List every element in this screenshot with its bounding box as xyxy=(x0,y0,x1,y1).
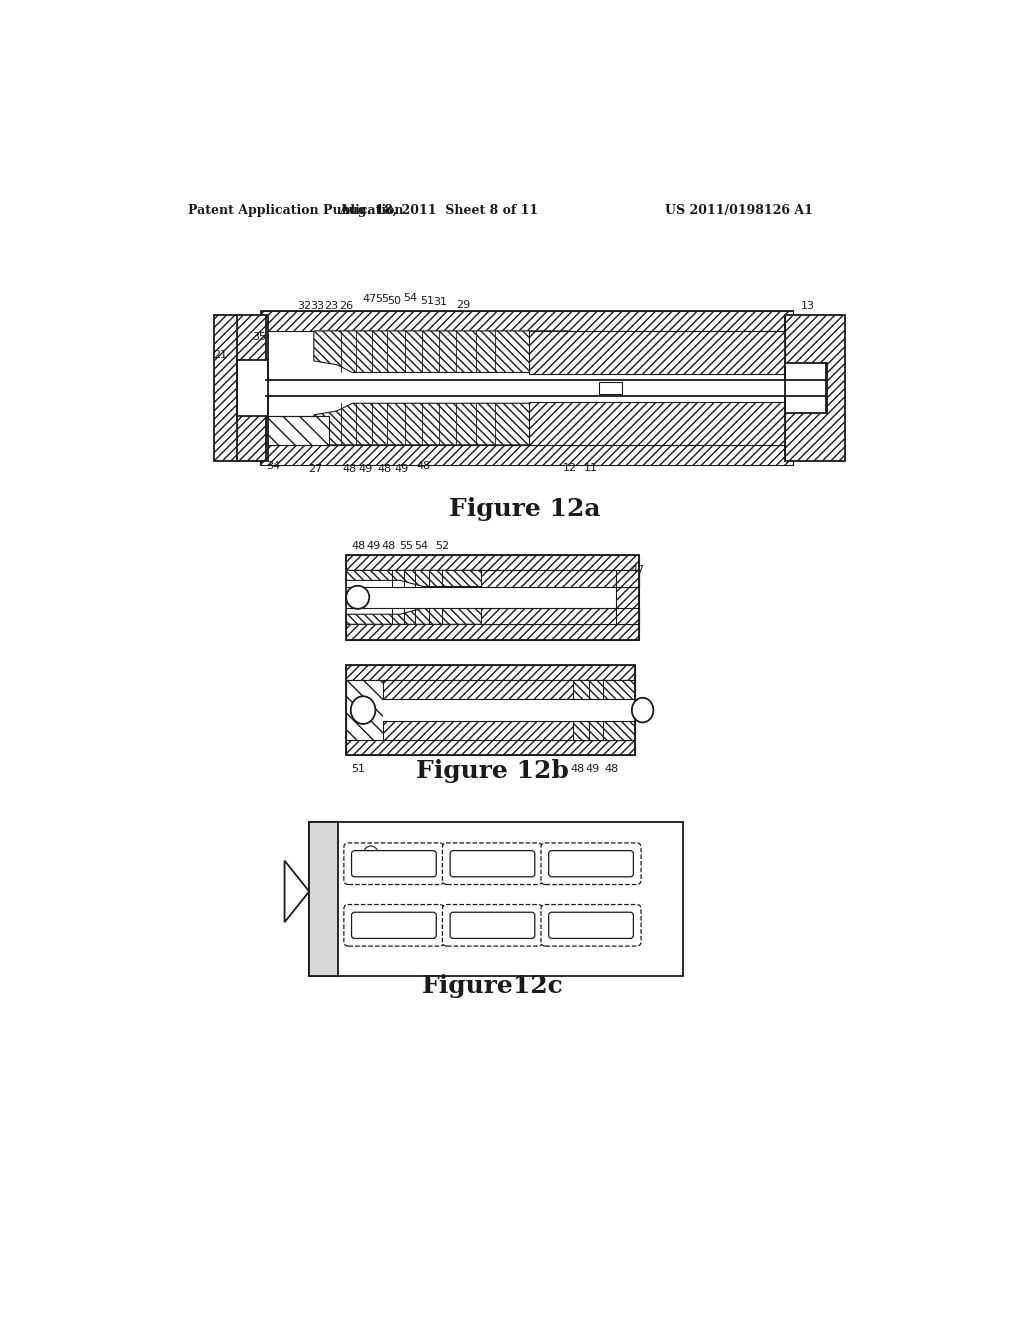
Text: 47: 47 xyxy=(362,294,377,305)
Bar xyxy=(785,363,827,412)
Ellipse shape xyxy=(632,698,653,722)
Text: 55: 55 xyxy=(399,541,414,550)
Text: 48: 48 xyxy=(343,463,357,474)
Text: 47: 47 xyxy=(630,565,644,576)
FancyBboxPatch shape xyxy=(541,843,641,884)
Text: 48: 48 xyxy=(605,764,618,774)
Polygon shape xyxy=(573,721,635,739)
Bar xyxy=(383,700,635,721)
Polygon shape xyxy=(383,681,635,700)
Text: 51: 51 xyxy=(350,764,365,774)
Bar xyxy=(346,624,639,640)
Ellipse shape xyxy=(351,696,376,723)
Text: US 2011/0198126 A1: US 2011/0198126 A1 xyxy=(665,205,813,218)
Text: 51: 51 xyxy=(420,296,434,306)
Polygon shape xyxy=(481,570,639,586)
Bar xyxy=(599,381,622,395)
Text: 32: 32 xyxy=(297,301,311,312)
Text: 27: 27 xyxy=(308,463,323,474)
Bar xyxy=(346,665,635,681)
Bar xyxy=(266,380,825,396)
Bar xyxy=(261,445,793,465)
Polygon shape xyxy=(313,404,568,445)
Polygon shape xyxy=(266,416,330,445)
Text: 13: 13 xyxy=(801,301,815,312)
Bar xyxy=(309,822,683,977)
FancyBboxPatch shape xyxy=(451,850,535,876)
Bar xyxy=(261,312,793,465)
Text: 26: 26 xyxy=(339,301,353,312)
Text: 54: 54 xyxy=(414,541,428,550)
Bar xyxy=(346,739,635,755)
Bar xyxy=(346,665,635,755)
Text: 50: 50 xyxy=(388,296,401,306)
FancyBboxPatch shape xyxy=(351,912,436,939)
Polygon shape xyxy=(313,331,568,372)
Ellipse shape xyxy=(346,586,370,609)
Bar xyxy=(237,360,267,416)
Bar xyxy=(615,570,639,624)
Text: 21: 21 xyxy=(214,350,227,360)
Bar xyxy=(785,314,845,461)
Text: 55: 55 xyxy=(376,294,389,305)
Text: 33: 33 xyxy=(310,301,325,312)
Text: 31: 31 xyxy=(433,297,447,308)
FancyBboxPatch shape xyxy=(442,843,543,884)
Circle shape xyxy=(364,846,378,859)
Text: 48: 48 xyxy=(381,541,395,550)
Text: 49: 49 xyxy=(358,463,373,474)
Bar xyxy=(346,554,639,640)
Text: 12: 12 xyxy=(562,463,577,473)
Bar xyxy=(346,586,639,609)
Text: 48: 48 xyxy=(416,461,430,471)
Text: Figure12c: Figure12c xyxy=(422,974,563,998)
Text: 35: 35 xyxy=(252,333,266,342)
Bar xyxy=(346,554,639,570)
Bar xyxy=(529,331,785,374)
Text: 52: 52 xyxy=(435,541,450,550)
Polygon shape xyxy=(481,609,639,624)
Bar xyxy=(214,314,266,461)
Text: 54: 54 xyxy=(403,293,417,302)
Text: 49: 49 xyxy=(586,764,600,774)
Bar xyxy=(529,401,785,445)
Text: 49: 49 xyxy=(394,463,409,474)
Bar xyxy=(261,312,793,331)
Text: 11: 11 xyxy=(584,463,598,473)
FancyBboxPatch shape xyxy=(351,850,436,876)
Text: 29: 29 xyxy=(456,300,470,310)
Text: 48: 48 xyxy=(378,463,392,474)
Bar xyxy=(346,681,385,739)
Text: 48: 48 xyxy=(351,541,366,550)
FancyBboxPatch shape xyxy=(344,843,444,884)
Text: 23: 23 xyxy=(324,301,338,312)
Polygon shape xyxy=(346,609,484,624)
FancyBboxPatch shape xyxy=(451,912,535,939)
Polygon shape xyxy=(573,681,635,700)
Polygon shape xyxy=(383,721,635,739)
Text: Figure 12b: Figure 12b xyxy=(416,759,569,783)
FancyBboxPatch shape xyxy=(344,904,444,946)
FancyBboxPatch shape xyxy=(549,850,634,876)
Polygon shape xyxy=(285,861,309,923)
FancyBboxPatch shape xyxy=(549,912,634,939)
Bar xyxy=(309,822,339,977)
Text: 48: 48 xyxy=(570,764,585,774)
Text: Patent Application Publication: Patent Application Publication xyxy=(188,205,403,218)
Polygon shape xyxy=(346,570,484,586)
FancyBboxPatch shape xyxy=(541,904,641,946)
Text: 49: 49 xyxy=(366,541,380,550)
FancyBboxPatch shape xyxy=(442,904,543,946)
Text: Aug. 18, 2011  Sheet 8 of 11: Aug. 18, 2011 Sheet 8 of 11 xyxy=(339,205,539,218)
Text: Figure 12a: Figure 12a xyxy=(450,496,600,521)
Text: 34: 34 xyxy=(266,462,281,471)
